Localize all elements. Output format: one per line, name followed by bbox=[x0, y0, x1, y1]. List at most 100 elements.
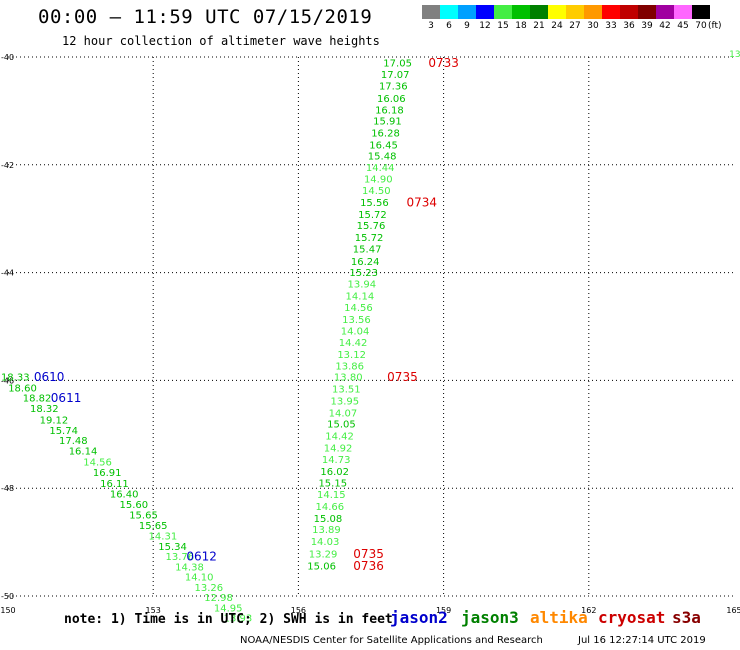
pass-time-label: 0610 bbox=[34, 370, 65, 384]
wave-height-value: 14.56 bbox=[344, 303, 373, 314]
edge-wave-height-value: 13 bbox=[729, 50, 740, 60]
legend-bin-label: 18 bbox=[515, 21, 527, 31]
wave-height-value: 17.05 bbox=[383, 58, 412, 69]
wave-height-value: 14.73 bbox=[322, 455, 351, 466]
credit-timestamp: Jul 16 12:27:14 UTC 2019 bbox=[578, 635, 706, 646]
wave-height-value: 16.40 bbox=[110, 490, 139, 501]
wave-height-value: 16.91 bbox=[93, 468, 122, 479]
wave-height-value: 13.56 bbox=[342, 315, 371, 326]
legend-swatch bbox=[494, 5, 512, 19]
legend-bin-label: 36 bbox=[623, 21, 635, 31]
legend-bin: 45 bbox=[674, 5, 692, 31]
wave-height-value: 16.24 bbox=[351, 257, 380, 268]
wave-height-value: 14.38 bbox=[175, 562, 204, 573]
pass-time-label: 0734 bbox=[407, 196, 438, 210]
legend-bin: 24 bbox=[548, 5, 566, 31]
legend-bin-label: 9 bbox=[464, 21, 470, 31]
wave-height-value: 15.56 bbox=[360, 198, 389, 209]
legend-bin-label: 3 bbox=[428, 21, 434, 31]
wave-height-value: 16.11 bbox=[100, 479, 129, 490]
graticule: 150 153 156 159 162 165 -40 -42 -44 -46 -48 -50 bbox=[0, 53, 740, 615]
legend-bin: 39 bbox=[638, 5, 656, 31]
wave-height-value: 15.23 bbox=[349, 268, 378, 279]
pass-time-label: 0736 bbox=[353, 559, 384, 573]
legend-bin: 18 bbox=[512, 5, 530, 31]
latitude-tick-label: -44 bbox=[1, 269, 14, 278]
wave-height-value: 14.50 bbox=[362, 186, 391, 197]
wave-height-value: 15.48 bbox=[368, 152, 397, 163]
pass-time-label: 0612 bbox=[186, 550, 217, 564]
wave-height-value: 13.94 bbox=[347, 279, 376, 290]
legend-bin-label: 21 bbox=[533, 21, 545, 31]
wave-height-value: 14.14 bbox=[346, 291, 375, 302]
wave-height-value: 14.90 bbox=[364, 174, 393, 185]
legend-swatch bbox=[476, 5, 494, 19]
wave-height-value: 15.47 bbox=[353, 244, 382, 255]
map-subtitle: 12 hour collection of altimeter wave hei… bbox=[62, 34, 380, 48]
wave-height-value: 16.18 bbox=[375, 105, 404, 116]
wave-height-value: 15.72 bbox=[355, 233, 384, 244]
wave-height-value: 17.36 bbox=[379, 82, 408, 93]
wave-height-value: 18.33 bbox=[1, 373, 30, 384]
legend-swatch bbox=[566, 5, 584, 19]
legend-bin: 42 bbox=[656, 5, 674, 31]
wave-height-value: 18.32 bbox=[30, 404, 59, 415]
wave-height-value: 13.12 bbox=[337, 350, 366, 361]
pass-time-label: 0735 bbox=[353, 547, 384, 561]
wave-height-value: 14.56 bbox=[83, 457, 112, 468]
latitude-tick-label: -42 bbox=[1, 161, 14, 170]
longitude-tick-label: 162 bbox=[581, 606, 596, 615]
pass-time-label: 0733 bbox=[428, 56, 459, 70]
wave-height-value: 15.65 bbox=[139, 521, 168, 532]
wave-height-value: 16.06 bbox=[377, 94, 406, 105]
wave-height-value: 19.12 bbox=[40, 415, 69, 426]
longitude-tick-label: 150 bbox=[0, 606, 15, 615]
longitude-tick-label: 159 bbox=[436, 606, 451, 615]
legend-bin: 6 bbox=[440, 5, 458, 31]
wave-height-value: 14.95 bbox=[214, 603, 243, 614]
legend-swatch bbox=[440, 5, 458, 19]
legend-bin: 12 bbox=[476, 5, 494, 31]
legend-swatch bbox=[638, 5, 656, 19]
latitude-tick-label: -50 bbox=[1, 592, 14, 601]
satellite-legend-cryosat: cryosat bbox=[598, 608, 666, 627]
wave-height-value: 15.65 bbox=[129, 511, 158, 522]
legend-swatch bbox=[656, 5, 674, 19]
wave-height-value: 15.06 bbox=[307, 561, 336, 572]
altimeter-tracks: 17.0517.0717.3616.0616.1815.9116.2816.45… bbox=[1, 58, 412, 624]
wave-height-value: 13.51 bbox=[332, 385, 361, 396]
legend-bin-label: 42 bbox=[659, 21, 671, 31]
wave-height-value: 15.05 bbox=[327, 420, 356, 431]
legend-bin: 70 bbox=[692, 5, 710, 31]
legend-swatch bbox=[512, 5, 530, 19]
wave-height-value: 12.98 bbox=[204, 593, 233, 604]
longitude-tick-label: 165 bbox=[726, 606, 740, 615]
wave-height-value: 17.07 bbox=[381, 70, 410, 81]
wave-height-value: 18.82 bbox=[23, 394, 52, 405]
longitude-tick-label: 153 bbox=[146, 606, 161, 615]
legend-swatch bbox=[548, 5, 566, 19]
legend-bin: 9 bbox=[458, 5, 476, 31]
legend-bin: 27 bbox=[566, 5, 584, 31]
wave-height-value: 16.14 bbox=[69, 447, 98, 458]
legend-swatch bbox=[422, 5, 440, 19]
legend-bin-label: 24 bbox=[551, 21, 563, 31]
wave-height-value: 15.34 bbox=[158, 542, 187, 553]
pass-time-label: 0735 bbox=[387, 370, 418, 384]
legend-bin-label: 39 bbox=[641, 21, 653, 31]
legend-bin-label: 33 bbox=[605, 21, 617, 31]
wave-height-value: 13.29 bbox=[309, 549, 338, 560]
wave-height-value: 14.42 bbox=[339, 338, 368, 349]
wave-height-value: 13.93 bbox=[224, 614, 253, 625]
legend-bin-label: 70 bbox=[695, 21, 707, 31]
wave-height-value: 13.80 bbox=[334, 373, 363, 384]
wave-height-value: 16.02 bbox=[320, 467, 349, 478]
legend-bin-label: 30 bbox=[587, 21, 599, 31]
wave-height-value: 15.08 bbox=[314, 514, 343, 525]
wave-height-value: 14.04 bbox=[341, 326, 370, 337]
latitude-tick-label: -40 bbox=[1, 53, 14, 62]
legend-swatch bbox=[602, 5, 620, 19]
legend-swatch bbox=[584, 5, 602, 19]
wave-height-value: 14.92 bbox=[324, 443, 353, 454]
